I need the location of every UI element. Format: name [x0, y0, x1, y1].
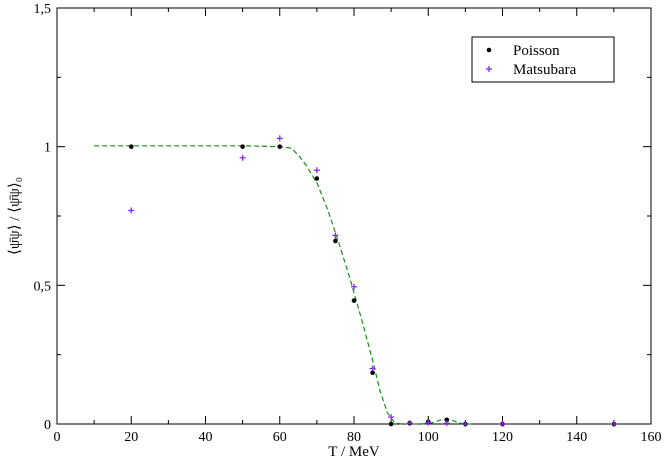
poisson-point	[128, 144, 134, 149]
poisson-point	[388, 421, 394, 427]
matsubara-point	[351, 283, 357, 290]
matsubara-point	[425, 419, 432, 426]
x-tick-label: 20	[124, 430, 138, 445]
matsubara-point	[462, 421, 469, 427]
y-axis-label: ⟨ψ̄ψ⟩ / ⟨ψ̄ψ⟩₀	[7, 177, 23, 255]
poisson-point	[333, 238, 338, 244]
x-tick-label: 40	[199, 430, 213, 445]
poisson-point	[240, 144, 245, 149]
legend-box	[471, 36, 615, 83]
legend: Poisson Matsubara	[471, 36, 615, 83]
x-tick-label: 0	[54, 430, 61, 445]
legend-label-matsubara: Matsubara	[513, 62, 577, 78]
y-axis-ticks: 0 0,5 1 1,5	[34, 2, 651, 433]
poisson-point	[444, 417, 450, 423]
matsubara-point	[388, 414, 395, 421]
matsubara-point	[499, 421, 506, 427]
poisson-point	[314, 176, 320, 181]
y-tick-label: 0	[44, 418, 51, 433]
fit-curve	[94, 145, 473, 425]
matsubara-point	[239, 154, 246, 161]
legend-marker-matsubara	[486, 66, 492, 72]
x-tick-label: 160	[641, 430, 662, 445]
y-tick-label: 1,5	[34, 2, 52, 17]
x-tick-label: 140	[566, 430, 587, 445]
x-tick-label: 120	[492, 430, 513, 445]
legend-marker-poisson	[486, 47, 492, 53]
series-layer	[94, 135, 617, 427]
matsubara-point	[332, 232, 339, 239]
matsubara-point	[610, 421, 617, 427]
x-tick-label: 100	[418, 430, 439, 445]
poisson-point	[351, 298, 357, 303]
poisson-point	[370, 370, 375, 375]
x-axis-label: T / MeV	[328, 444, 380, 460]
x-tick-label: 60	[273, 430, 287, 445]
poisson-point	[277, 144, 283, 149]
matsubara-point	[406, 420, 413, 427]
y-tick-label: 0,5	[34, 279, 52, 294]
x-axis-ticks: 0 20 40 60 80 100 120 140 160	[54, 8, 662, 445]
x-tick-label: 80	[347, 430, 361, 445]
matsubara-point	[128, 207, 135, 214]
matsubara-point	[313, 167, 320, 174]
y-tick-label: 1	[44, 141, 51, 156]
matsubara-point	[369, 365, 376, 372]
legend-label-poisson: Poisson	[513, 43, 560, 59]
matsubara-point	[276, 135, 283, 142]
matsubara-point	[443, 420, 450, 427]
